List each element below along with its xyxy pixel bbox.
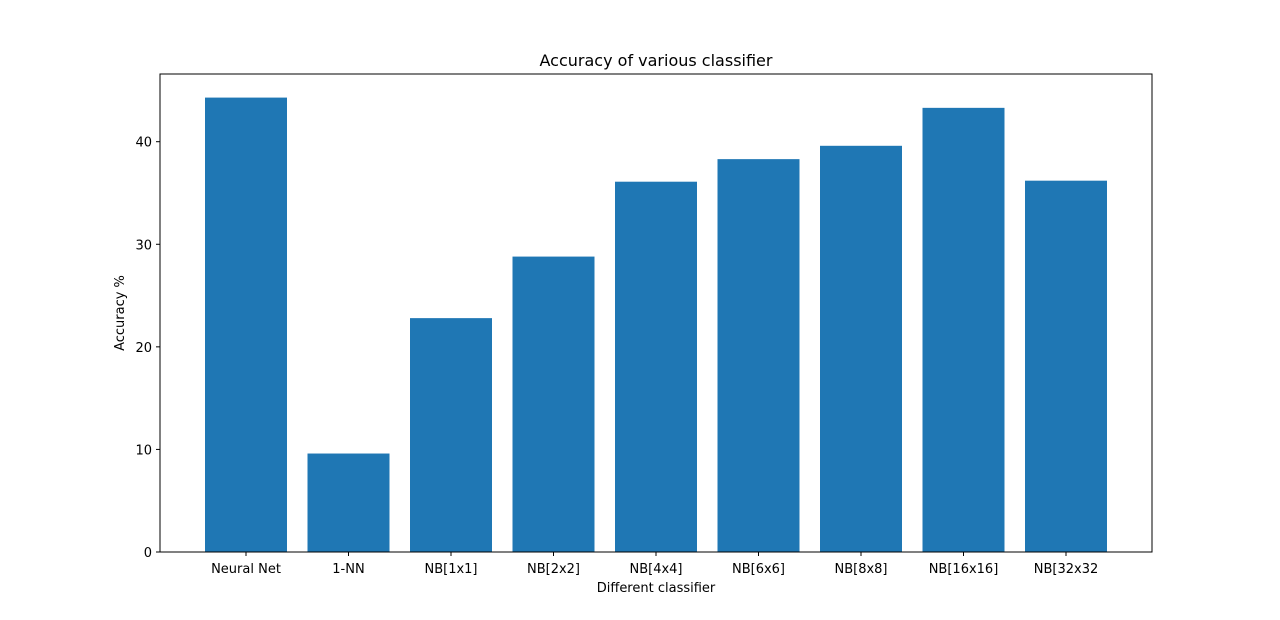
x-tick-label-7: NB[16x16] [929, 562, 999, 577]
x-tick-label-0: Neural Net [211, 562, 281, 577]
y-tick-label-1: 10 [135, 443, 152, 458]
y-axis-ticks: 0 10 20 30 40 [135, 136, 160, 561]
bar-8 [1025, 180, 1107, 553]
bar-0 [205, 97, 287, 552]
y-axis-label: Accuracy % [113, 275, 128, 351]
y-tick-label-3: 30 [135, 238, 152, 253]
x-tick-label-8: NB[32x32 [1034, 562, 1099, 577]
x-tick-label-4: NB[4x4] [629, 562, 682, 577]
y-tick-label-2: 20 [135, 341, 152, 356]
x-tick-label-3: NB[2x2] [527, 562, 580, 577]
y-tick-label-4: 40 [135, 136, 152, 151]
bar-5 [717, 159, 800, 553]
bar-3 [512, 256, 595, 552]
bar-6 [820, 145, 902, 552]
y-tick-label-0: 0 [144, 546, 152, 561]
x-axis-ticks: Neural Net 1-NN NB[1x1] NB[2x2] NB[4x4] NB[6x… [211, 552, 1098, 577]
x-axis-label: Different classifier [597, 581, 716, 596]
x-tick-label-2: NB[1x1] [424, 562, 477, 577]
plot-frame [159, 73, 1153, 553]
chart-title: Accuracy of various classifier [540, 51, 773, 70]
bar-4 [615, 181, 697, 552]
x-tick-label-1: 1-NN [332, 562, 364, 577]
bars-group [205, 97, 1107, 553]
bar-7 [922, 107, 1005, 552]
x-tick-label-6: NB[8x8] [834, 562, 887, 577]
bar-2 [410, 318, 492, 552]
bar-1 [307, 453, 390, 552]
x-tick-label-5: NB[6x6] [732, 562, 785, 577]
